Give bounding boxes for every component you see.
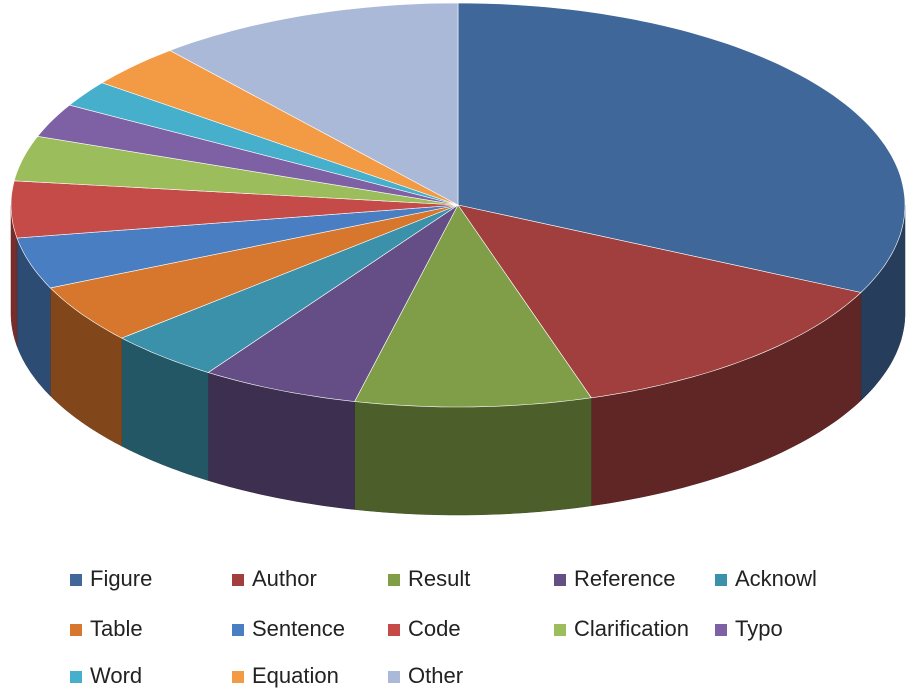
- legend-label: Typo: [735, 616, 783, 641]
- legend-swatch: [232, 671, 244, 683]
- legend-label: Code: [408, 616, 461, 641]
- slice: [169, 2, 459, 206]
- legend-label: Other: [408, 663, 463, 688]
- slice: [101, 50, 459, 206]
- slice: [207, 204, 459, 402]
- legend-label: Word: [90, 663, 142, 688]
- legend-label: Sentence: [252, 616, 345, 641]
- slice: [68, 82, 459, 206]
- legend-swatch: [388, 671, 400, 683]
- legend-swatch: [70, 671, 82, 683]
- slice: [49, 204, 459, 339]
- slice: [457, 2, 906, 293]
- legend-swatch: [715, 624, 727, 636]
- legend-label: Clarification: [574, 616, 689, 641]
- slice: [16, 204, 459, 289]
- legend-swatch: [554, 574, 566, 586]
- legend-swatch: [388, 624, 400, 636]
- slice: [37, 104, 459, 206]
- legend-label: Figure: [90, 566, 152, 591]
- legend-swatch: [554, 624, 566, 636]
- slice: [120, 204, 459, 373]
- legend-swatch: [70, 624, 82, 636]
- legend-label: Table: [90, 616, 143, 641]
- legend-label: Equation: [252, 663, 339, 688]
- legend-label: Acknowl: [735, 566, 817, 591]
- legend-swatch: [70, 574, 82, 586]
- legend-swatch: [232, 624, 244, 636]
- legend-swatch: [232, 574, 244, 586]
- slice: [354, 204, 592, 408]
- slice: [457, 204, 862, 399]
- legend-label: Reference: [574, 566, 676, 591]
- legend-swatch: [715, 574, 727, 586]
- legend-swatch: [388, 574, 400, 586]
- legend-label: Author: [252, 566, 317, 591]
- slice-side: [354, 397, 592, 516]
- legend-label: Result: [408, 566, 470, 591]
- slice: [13, 135, 459, 206]
- slice: [10, 180, 459, 239]
